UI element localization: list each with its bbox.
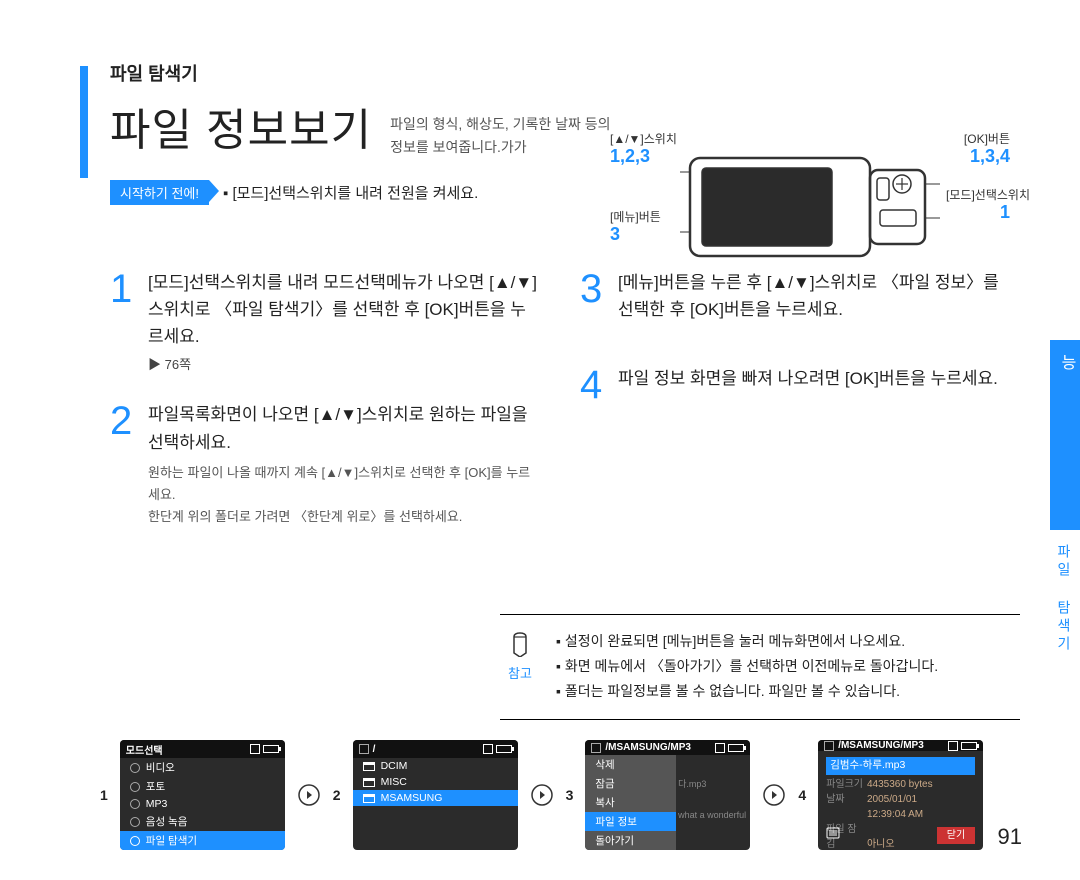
arrow-icon <box>297 783 321 807</box>
folder-icon <box>363 794 375 803</box>
thumb-3-title: /MSAMSUNG/MP3 <box>605 742 711 753</box>
thumb-4-filename: 김범수-하루.mp3 <box>826 757 975 775</box>
note-l1: 설정이 완료되면 [메뉴]버튼을 눌러 메뉴화면에서 나오세요. <box>556 633 905 649</box>
note-label: 참고 <box>508 663 532 682</box>
camera-icon <box>680 140 940 270</box>
label-menu: [메뉴]버튼 <box>610 208 661 225</box>
thumb-4-num: 4 <box>798 787 806 803</box>
card-icon <box>250 744 260 754</box>
step-1-text: [모드]선택스위치를 내려 모드선택메뉴가 나오면 [▲/▼]스위치로 〈파일 … <box>148 269 540 351</box>
battery-icon <box>728 744 744 752</box>
card-icon <box>483 744 493 754</box>
thumb-3: /MSAMSUNG/MP3 삭제 잠금 복사 파일 정보 돌아가기 다.mp3 … <box>585 740 750 850</box>
thumb-4-title: /MSAMSUNG/MP3 <box>838 740 944 751</box>
page-title: 파일 정보보기 <box>110 94 372 158</box>
pre-badge: 시작하기 전에! <box>110 180 209 205</box>
step-3-num: 3 <box>580 269 608 323</box>
pre-text: ▪ [모드]선택스위치를 내려 전원을 켜세요. <box>223 182 478 203</box>
label-switch: [▲/▼]스위치 <box>610 130 677 147</box>
camera-illustration: [▲/▼]스위치 1,2,3 [OK]버튼 1,3,4 [메뉴]버튼 3 [모드… <box>620 130 1000 280</box>
mp3-icon <box>130 799 140 809</box>
thumb-1-num: 1 <box>100 787 108 803</box>
num-menu: 3 <box>610 224 620 245</box>
thumbnails-row: 1 모드선택 비디오 포토 MP3 음성 녹음 파일 탐색기 2 / DCIM … <box>100 740 983 850</box>
thumb-3-num: 3 <box>566 787 574 803</box>
step-4: 4 파일 정보 화면을 빠져 나오려면 [OK]버튼을 누르세요. <box>580 365 1010 405</box>
close-button[interactable]: 닫기 <box>937 827 975 844</box>
label-ok: [OK]버튼 <box>964 130 1010 147</box>
card-icon <box>948 741 958 751</box>
battery-icon <box>496 745 512 753</box>
pencil-icon <box>508 629 532 659</box>
step-4-text: 파일 정보 화면을 빠져 나오려면 [OK]버튼을 누르세요. <box>618 365 998 392</box>
page-number: 91 <box>998 824 1022 850</box>
explorer-icon <box>130 836 140 846</box>
thumb-1: 모드선택 비디오 포토 MP3 음성 녹음 파일 탐색기 <box>120 740 285 850</box>
note-box: 참고 설정이 완료되면 [메뉴]버튼을 눌러 메뉴화면에서 나오세요. 화면 메… <box>500 614 1020 720</box>
subtitle: 파일의 형식, 해상도, 기록한 날짜 등의 정보를 보여줍니다.가가 <box>390 113 610 158</box>
thumb-2-title: / <box>373 744 479 755</box>
step-2-num: 2 <box>110 401 138 528</box>
step-1-num: 1 <box>110 269 138 375</box>
card-icon <box>715 743 725 753</box>
subtitle-line2: 정보를 보여줍니다.가가 <box>390 139 527 155</box>
note-l3: 폴더는 파일정보를 볼 수 없습니다. 파일만 볼 수 있습니다. <box>556 683 900 699</box>
breadcrumb: 파일 탐색기 <box>110 60 1020 86</box>
note-list: 설정이 완료되면 [메뉴]버튼을 눌러 메뉴화면에서 나오세요. 화면 메뉴에서… <box>556 629 938 705</box>
num-mode: 1 <box>1000 202 1010 223</box>
thumb-1-title: 모드선택 <box>126 742 246 757</box>
thumb-4: /MSAMSUNG/MP3 김범수-하루.mp3 파일크기 4435360 by… <box>818 740 983 850</box>
step-2-sub1: 원하는 파일이 나올 때까지 계속 [▲/▼]스위치로 선택한 후 [OK]를 … <box>148 462 540 506</box>
step-2: 2 파일목록화면이 나오면 [▲/▼]스위치로 원하는 파일을 선택하세요. 원… <box>110 401 540 528</box>
steps-container: 1 [모드]선택스위치를 내려 모드선택메뉴가 나오면 [▲/▼]스위치로 〈파… <box>110 269 1020 554</box>
battery-icon <box>961 742 977 750</box>
label-mode: [모드]선택스위치 <box>946 186 1030 203</box>
arrow-icon <box>530 783 554 807</box>
step-2-sub2: 한단계 위의 폴더로 가려면 〈한단계 위로〉를 선택하세요. <box>148 506 540 528</box>
num-switch: 1,2,3 <box>610 146 650 167</box>
menu-icon <box>826 827 840 844</box>
step-4-num: 4 <box>580 365 608 405</box>
photo-icon <box>130 782 140 792</box>
step-1: 1 [모드]선택스위치를 내려 모드선택메뉴가 나오면 [▲/▼]스위치로 〈파… <box>110 269 540 375</box>
thumb-2: / DCIM MISC MSAMSUNG <box>353 740 518 850</box>
folder-icon <box>363 778 375 787</box>
folder-icon <box>824 741 834 751</box>
subtitle-line1: 파일의 형식, 해상도, 기록한 날짜 등의 <box>390 116 610 132</box>
folder-icon <box>359 744 369 754</box>
step-2-text: 파일목록화면이 나오면 [▲/▼]스위치로 원하는 파일을 선택하세요. <box>148 401 540 455</box>
thumb-2-num: 2 <box>333 787 341 803</box>
arrow-icon <box>762 783 786 807</box>
folder-icon <box>363 762 375 771</box>
video-icon <box>130 763 140 773</box>
note-l2: 화면 메뉴에서 〈돌아가기〉를 선택하면 이전메뉴로 돌아갑니다. <box>556 658 938 674</box>
title-accent-bar <box>80 66 88 178</box>
folder-icon <box>591 743 601 753</box>
step-1-page-ref: ▶ 76쪽 <box>148 355 540 376</box>
battery-icon <box>263 745 279 753</box>
num-ok: 1,3,4 <box>970 146 1010 167</box>
voice-icon <box>130 817 140 827</box>
